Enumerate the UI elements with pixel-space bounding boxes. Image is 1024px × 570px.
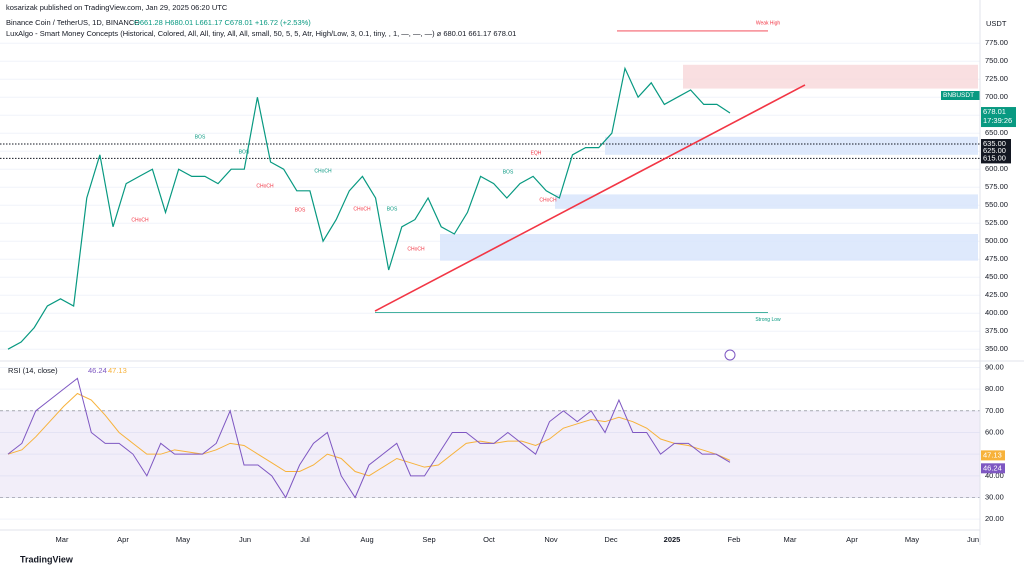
y-tick-label: 700.00 (985, 92, 1008, 101)
x-tick-label: Dec (604, 535, 618, 544)
order-block (555, 194, 978, 209)
smc-label: CHoCH (256, 183, 274, 189)
y-tick-label: 475.00 (985, 254, 1008, 263)
x-tick-label: May (176, 535, 190, 544)
y-tick-label: 500.00 (985, 236, 1008, 245)
rsi-tag (981, 463, 1005, 474)
x-tick-label: Apr (117, 535, 129, 544)
ohlc: O661.28 H680.01 L661.17 C678.01 +16.72 (… (134, 18, 311, 27)
price-tag (981, 107, 1016, 128)
weak-high-label: Weak High (756, 20, 781, 26)
rsi-tag (981, 450, 1005, 461)
smc-label: BOS (195, 134, 206, 140)
currency: USDT (986, 19, 1007, 28)
rsi-ma-value: 47.13 (108, 366, 127, 375)
level-label: 625.00 (983, 146, 1006, 155)
x-tick-label: Sep (422, 535, 435, 544)
price-tag-label: 678.01 (983, 107, 1006, 116)
y-tick-label: 350.00 (985, 344, 1008, 353)
level-label: 615.00 (983, 153, 1006, 162)
symbol-tag (941, 91, 980, 100)
x-tick-label: Mar (56, 535, 69, 544)
level-tag (981, 153, 1011, 164)
order-block (683, 64, 978, 89)
rsi-tag-label: 47.13 (983, 450, 1002, 459)
event-icon[interactable] (724, 349, 736, 361)
y-tick-label: 725.00 (985, 74, 1008, 83)
rsi-value: 46.24 (88, 366, 107, 375)
x-tick-label: Jul (300, 535, 310, 544)
x-tick-label: Jun (239, 535, 251, 544)
rsi-line (7, 377, 731, 499)
y-tick-label: 450.00 (985, 272, 1008, 281)
y-tick-label: 80.00 (985, 384, 1004, 393)
smc-label: BOS (387, 206, 398, 212)
symbol-tag-label: BNBUSDT (943, 92, 974, 99)
smc-label: EQH (531, 150, 542, 156)
y-tick-label: 40.00 (985, 471, 1004, 480)
plot: 350.00 375.00 400.00 425.00 450.00 475.00 500.… (0, 20, 1016, 544)
smc-label: CHoCH (131, 217, 149, 223)
rsi-ma-line (7, 392, 731, 477)
y-tick-label: 425.00 (985, 290, 1008, 299)
y-tick-label: 750.00 (985, 56, 1008, 65)
smc-label: BOS (503, 169, 514, 175)
x-tick-label: Oct (483, 535, 496, 544)
trendline (374, 84, 806, 312)
y-tick-label: 650.00 (985, 128, 1008, 137)
level-tag (981, 139, 1011, 149)
y-tick-label: 375.00 (985, 326, 1008, 335)
y-tick-label: 20.00 (985, 514, 1004, 523)
x-tick-label: Nov (544, 535, 558, 544)
smc-label: CHoCH (353, 206, 371, 212)
rsi-title: RSI (14, close) (8, 366, 58, 375)
rsi-band (0, 410, 980, 498)
y-tick-label: 400.00 (985, 308, 1008, 317)
publisher: kosarizak published on TradingView.com, … (6, 3, 228, 12)
level-label: 635.00 (983, 139, 1006, 148)
smc-label: CHoCH (539, 197, 557, 203)
y-tick-label: 60.00 (985, 427, 1004, 436)
x-tick-label: Mar (784, 535, 797, 544)
y-tick-label: 90.00 (985, 362, 1004, 371)
order-block (605, 136, 978, 155)
y-tick-label: 30.00 (985, 492, 1004, 501)
x-tick-label: Jun (967, 535, 979, 544)
smc-label: CHoCH (407, 246, 425, 252)
smc-label: CHoCH (314, 168, 332, 174)
level-tag (981, 146, 1011, 157)
y-tick-label: 600.00 (985, 164, 1008, 173)
y-tick-label: 575.00 (985, 182, 1008, 191)
x-tick-label: 2025 (664, 535, 681, 544)
countdown: 17:39:26 (983, 116, 1012, 125)
order-block (440, 234, 978, 261)
symbol: Binance Coin / TetherUS, 1D, BINANCE (6, 18, 139, 27)
y-tick-label: 70.00 (985, 406, 1004, 415)
y-tick-label: 525.00 (985, 218, 1008, 227)
y-tick-label: 550.00 (985, 200, 1008, 209)
smc-label: BOS (239, 149, 250, 155)
rsi-tag-label: 46.24 (983, 463, 1002, 472)
price-line (7, 66, 731, 350)
x-tick-label: May (905, 535, 919, 544)
x-tick-label: Feb (728, 535, 741, 544)
x-tick-label: Apr (846, 535, 858, 544)
smc-label: BOS (295, 207, 306, 213)
indicator: LuxAlgo - Smart Money Concepts (Historic… (6, 29, 516, 38)
y-tick-label: 775.00 (985, 38, 1008, 47)
strong-low-label: Strong Low (755, 317, 781, 323)
brand: TradingView (20, 554, 74, 564)
x-tick-label: Aug (360, 535, 373, 544)
